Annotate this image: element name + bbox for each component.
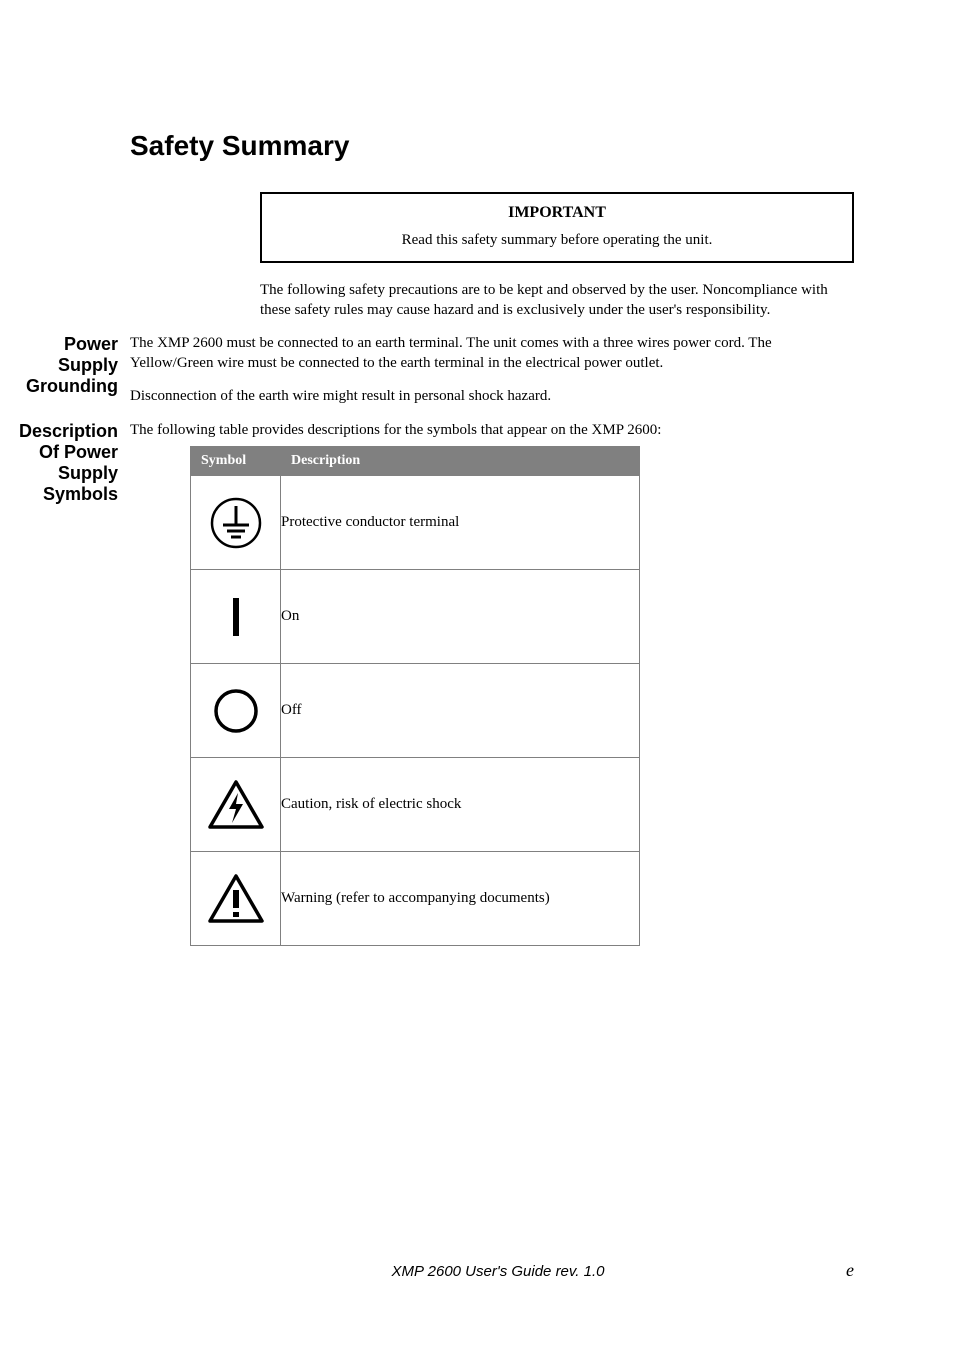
table-row: Off: [191, 664, 640, 758]
warning-icon: [207, 873, 265, 925]
desc-cell: On: [281, 570, 640, 664]
table-row: Protective conductor terminal: [191, 476, 640, 570]
symbol-cell-shock: [191, 758, 281, 852]
symbol-table: Symbol Description: [190, 446, 640, 946]
footer-page-label: e: [846, 1260, 854, 1281]
shock-caution-icon: [207, 779, 265, 831]
desc-cell: Protective conductor terminal: [281, 476, 640, 570]
intro-paragraph: The following safety precautions are to …: [260, 281, 854, 320]
grounding-para-2: Disconnection of the earth wire might re…: [130, 387, 854, 407]
symbols-intro: The following table provides description…: [130, 421, 854, 441]
page-title: Safety Summary: [130, 130, 854, 162]
section-body-symbols: The following table provides description…: [130, 421, 854, 947]
symbol-cell-off: [191, 664, 281, 758]
protective-earth-icon: [209, 496, 263, 550]
table-row: On: [191, 570, 640, 664]
footer-center-text: XMP 2600 User's Guide rev. 1.0: [150, 1263, 846, 1280]
power-off-icon: [209, 684, 263, 738]
col-description: Description: [281, 447, 640, 476]
page-container: Safety Summary IMPORTANT Read this safet…: [0, 0, 954, 946]
desc-cell: Warning (refer to accompanying documents…: [281, 852, 640, 946]
section-body-grounding: The XMP 2600 must be connected to an ear…: [130, 334, 854, 421]
page-footer: XMP 2600 User's Guide rev. 1.0 e: [0, 1260, 954, 1281]
symbol-cell-warning: [191, 852, 281, 946]
table-row: Caution, risk of electric shock: [191, 758, 640, 852]
side-heading-symbols: Description Of Power Supply Symbols: [0, 421, 130, 505]
symbol-table-wrap: Symbol Description: [190, 446, 854, 946]
desc-cell: Caution, risk of electric shock: [281, 758, 640, 852]
grounding-para-1: The XMP 2600 must be connected to an ear…: [130, 334, 854, 373]
important-text: Read this safety summary before operatin…: [282, 232, 832, 249]
symbol-cell-earth: [191, 476, 281, 570]
symbol-cell-on: [191, 570, 281, 664]
section-symbol-descriptions: Description Of Power Supply Symbols The …: [130, 421, 854, 947]
content-area: IMPORTANT Read this safety summary befor…: [260, 192, 854, 320]
important-heading: IMPORTANT: [282, 204, 832, 222]
section-power-supply-grounding: Power Supply Grounding The XMP 2600 must…: [130, 334, 854, 421]
col-symbol: Symbol: [191, 447, 281, 476]
table-header-row: Symbol Description: [191, 447, 640, 476]
table-row: Warning (refer to accompanying documents…: [191, 852, 640, 946]
power-on-icon: [209, 590, 263, 644]
desc-cell: Off: [281, 664, 640, 758]
important-box: IMPORTANT Read this safety summary befor…: [260, 192, 854, 263]
side-heading-grounding: Power Supply Grounding: [0, 334, 130, 397]
